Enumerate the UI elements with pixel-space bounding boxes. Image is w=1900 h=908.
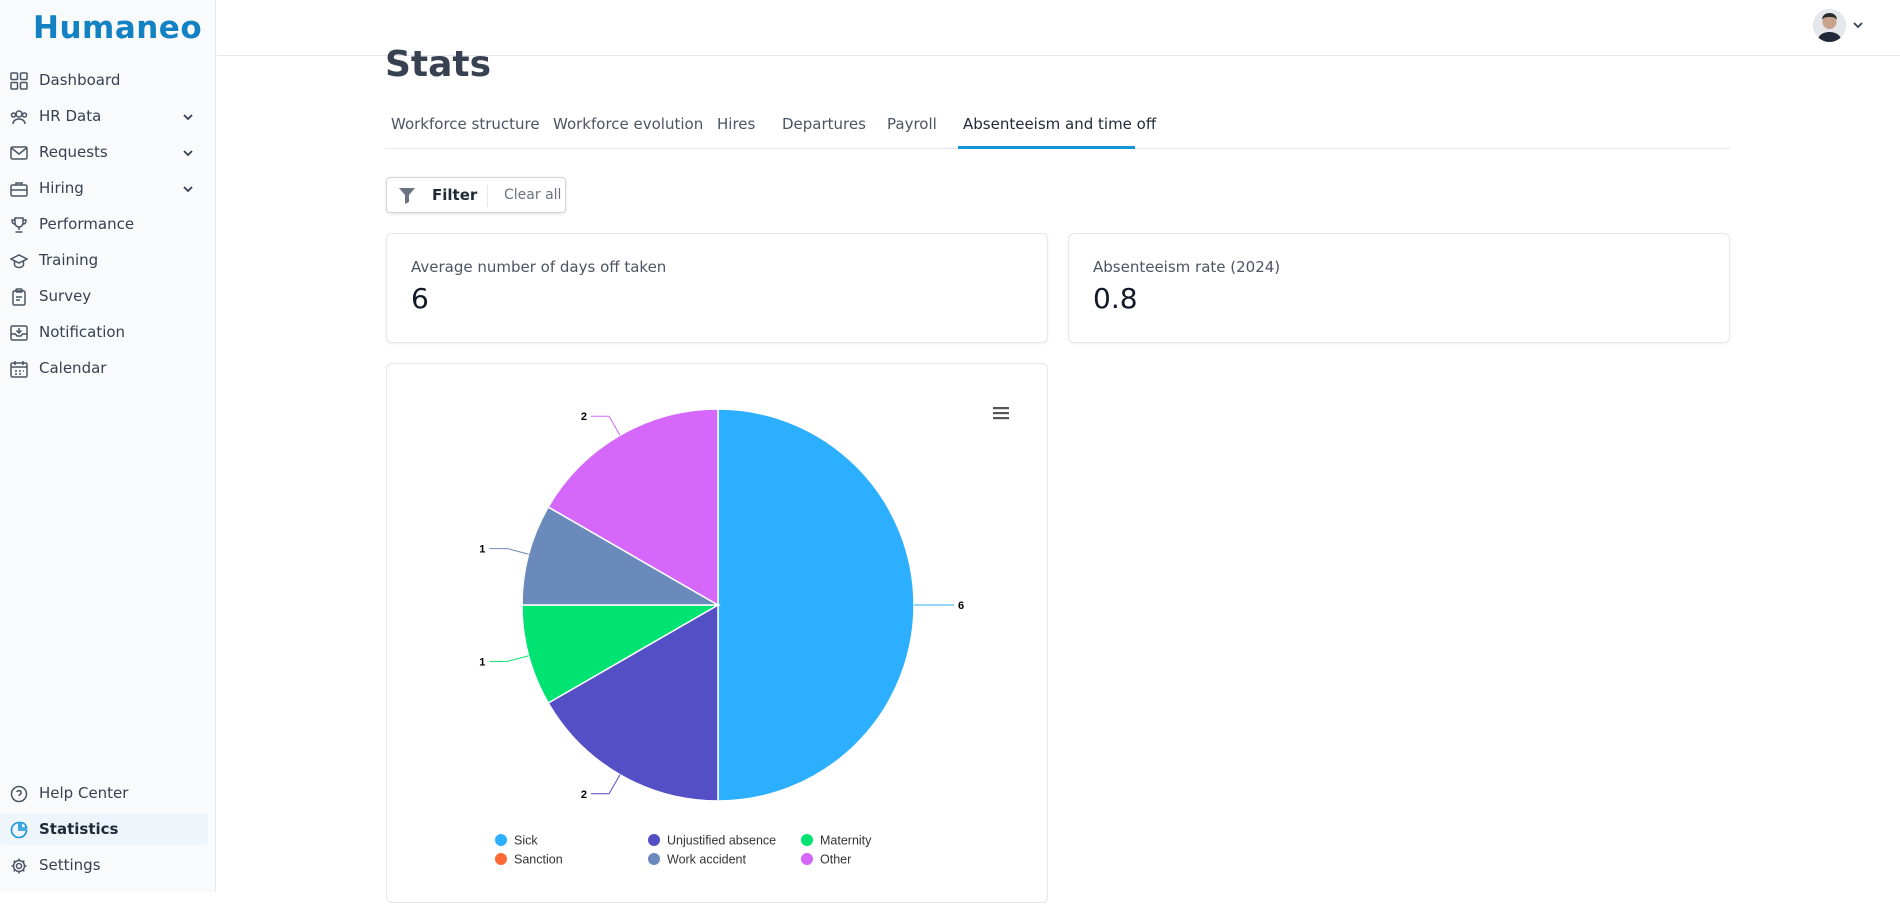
pie-slice-sick[interactable] [717,408,915,802]
clear-all-button[interactable]: Clear all [504,187,562,203]
gear-icon [11,858,27,874]
tab-workforce-evolution[interactable]: Workforce evolution [553,115,704,133]
legend-label: Sick [514,834,538,848]
user-avatar-icon [1813,9,1846,42]
avatar[interactable] [1813,9,1846,42]
legend-label: Maternity [820,834,872,848]
legend-label: Work accident [667,853,746,867]
data-label-connector [591,415,621,436]
tab-absenteeism[interactable]: Absenteeism and time off [963,115,1157,133]
sidebar-item-label: Hiring [39,179,84,197]
legend-item-sick[interactable]: Sick [495,834,538,848]
legend-label: Unjustified absence [667,834,776,848]
sidebar-item-label: Training [39,251,99,269]
chevron-down-icon[interactable] [181,146,195,160]
sidebar-item-survey[interactable]: Survey [0,280,210,312]
help-circle-icon [10,785,28,803]
legend-marker [648,834,660,846]
sidebar-item-label: Requests [39,143,108,161]
sidebar-item-label: HR Data [39,107,102,125]
sidebar-item-statistics[interactable]: Statistics [0,813,208,845]
kpi-value: 6 [411,282,429,315]
briefcase-icon [10,182,28,197]
pie-chart: 6 2 1 1 2 Sick Unjustified absence Maternity San… [479,408,964,867]
calendar-icon [10,361,28,378]
tab-payroll[interactable]: Payroll [887,115,937,133]
sidebar-item-requests[interactable]: Requests [0,136,210,168]
sidebar-item-label: Calendar [39,359,107,377]
chevron-down-icon[interactable] [181,110,195,124]
divider [487,185,488,207]
active-tab-indicator [958,146,1135,149]
legend-item-sanction[interactable]: Sanction [495,853,563,867]
data-label-connector [489,655,529,662]
data-label-connector [489,548,529,555]
chevron-down-icon[interactable] [1851,18,1865,32]
top-bar [217,0,1900,56]
trophy-icon [11,217,27,233]
clipboard-icon [12,288,26,306]
legend-item-unjustified-absence[interactable]: Unjustified absence [648,834,776,848]
legend-marker [648,853,660,865]
app-logo[interactable]: Humaneo [33,10,203,46]
envelope-icon [10,146,28,160]
tab-workforce-structure[interactable]: Workforce structure [391,115,540,133]
data-label: 1 [479,544,485,556]
sidebar-item-hr-data[interactable]: HR Data [0,100,210,132]
sidebar: Humaneo Dashboard HR Data Requests Hirin… [0,0,216,892]
pie-slice-work-accident[interactable] [521,505,721,606]
kpi-card-days-off: Average number of days off taken 6 [386,233,1048,343]
legend-marker [495,834,507,846]
inbox-icon [10,325,28,341]
grid-icon [10,72,28,90]
data-label: 2 [581,789,587,801]
sidebar-item-label: Help Center [39,784,129,802]
sidebar-item-label: Statistics [39,820,119,838]
kpi-label: Average number of days off taken [411,258,667,276]
graduation-cap-icon [10,254,28,269]
filter-button[interactable]: Filter [432,186,478,204]
funnel-icon[interactable] [399,187,415,204]
sidebar-item-training[interactable]: Training [0,244,210,276]
sidebar-item-notification[interactable]: Notification [0,316,210,348]
kpi-value: 0.8 [1093,282,1138,315]
data-label: 1 [479,656,485,668]
data-label-connector [591,774,621,795]
pie-chart-icon [10,821,28,839]
sidebar-item-label: Survey [39,287,92,305]
tab-departures[interactable]: Departures [782,115,866,133]
legend-marker [495,853,507,865]
pie-slice-maternity[interactable] [521,604,721,705]
pie-chart-card: 6 2 1 1 2 Sick Unjustified absence Maternity San… [386,363,1048,903]
users-icon [10,110,28,125]
sidebar-item-hiring[interactable]: Hiring [0,172,210,204]
tab-hires[interactable]: Hires [717,115,756,133]
sidebar-item-label: Notification [39,323,126,341]
tab-bar: Workforce structure Workforce evolution … [385,100,1730,149]
kpi-card-absenteeism-rate: Absenteeism rate (2024) 0.8 [1068,233,1730,343]
data-label: 2 [581,411,587,423]
legend-item-maternity[interactable]: Maternity [801,834,872,848]
legend-item-work-accident[interactable]: Work accident [648,853,746,867]
sidebar-item-dashboard[interactable]: Dashboard [0,64,210,96]
sidebar-item-label: Settings [39,856,101,874]
legend-marker [801,853,813,865]
sidebar-item-help-center[interactable]: Help Center [0,777,210,809]
legend-item-other[interactable]: Other [801,853,851,867]
sidebar-item-calendar[interactable]: Calendar [0,352,210,384]
sidebar-item-label: Performance [39,215,135,233]
sidebar-item-settings[interactable]: Settings [0,849,210,881]
kpi-label: Absenteeism rate (2024) [1093,258,1281,276]
menu-icon[interactable] [992,404,1010,422]
page-title: Stats [385,44,492,85]
sidebar-item-label: Dashboard [39,71,121,89]
legend-marker [801,834,813,846]
data-label: 6 [958,600,964,612]
chevron-down-icon[interactable] [181,182,195,196]
legend-label: Sanction [514,853,563,867]
legend-label: Other [820,853,851,867]
filter-bar: Filter Clear all [386,177,566,213]
sidebar-item-performance[interactable]: Performance [0,208,210,240]
